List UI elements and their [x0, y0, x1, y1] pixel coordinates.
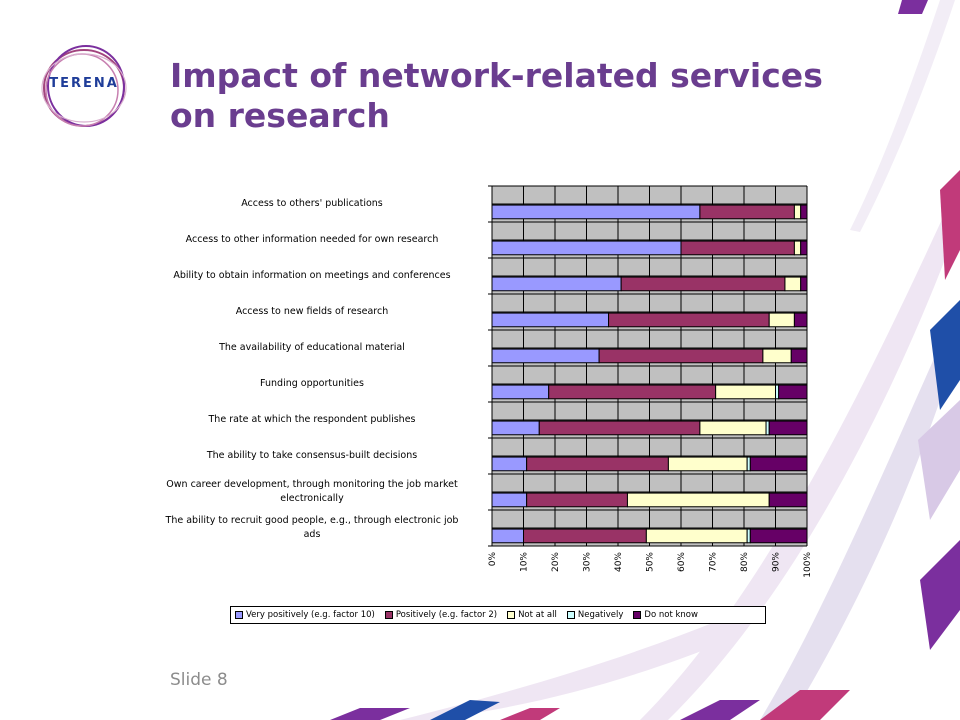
bar-segment [491, 204, 701, 220]
legend-swatch [384, 611, 393, 619]
bar-segment [800, 204, 808, 220]
terena-logo [41, 45, 127, 127]
bar-segment [491, 420, 540, 436]
bar-segment [608, 312, 770, 328]
bar-segment [538, 420, 701, 436]
bar-segment [526, 456, 669, 472]
category-label: The rate at which the respondent publish… [208, 414, 416, 425]
legend-swatch [235, 611, 243, 619]
x-tick-label: 60% [677, 552, 687, 572]
legend-swatch [633, 611, 642, 619]
x-tick-label: 90% [772, 552, 782, 572]
bar-segment [768, 312, 795, 328]
slide-number: Slide 8 [170, 670, 228, 690]
bar-segment [491, 456, 528, 472]
bar-segment [784, 276, 802, 292]
bar-segment [491, 240, 682, 256]
category-label: The availability of educational material [219, 342, 405, 353]
category-label: Access to others' publications [241, 198, 383, 209]
legend-label: Very positively (e.g. factor 10) [246, 610, 375, 620]
x-tick-label: 10% [520, 552, 530, 572]
bar-segment [793, 312, 808, 328]
legend-item: Positively (e.g. factor 2) [384, 610, 498, 620]
bar-segment [790, 348, 808, 364]
bar-segment [768, 420, 808, 436]
bar-segment [699, 420, 767, 436]
legend-label: Not at all [518, 610, 557, 620]
legend-swatch [507, 611, 516, 619]
legend-item: Not at all [507, 610, 557, 620]
legend-item: Do not know [633, 610, 698, 620]
bar-segment [523, 528, 647, 544]
legend-label: Positively (e.g. factor 2) [395, 610, 498, 620]
x-tick-label: 20% [551, 552, 561, 572]
bar-segment [626, 492, 770, 508]
bar-segment [491, 276, 622, 292]
bar-segment [491, 348, 600, 364]
bar-segment [715, 384, 777, 400]
bar-segment [620, 276, 786, 292]
category-label: Funding opportunities [260, 378, 364, 389]
bar-segment [667, 456, 748, 472]
x-tick-label: 0% [488, 552, 498, 567]
chart-legend: Very positively (e.g. factor 10) Positive… [230, 606, 766, 624]
bar-segment [800, 240, 808, 256]
category-label: The ability to recruit good people, e.g.… [165, 515, 459, 540]
x-tick-label: 70% [709, 552, 719, 572]
category-label: Ability to obtain information on meeting… [173, 270, 451, 281]
slide-title: Impact of network-related services on re… [170, 56, 890, 136]
bar-segment [598, 348, 764, 364]
legend-label: Negatively [577, 610, 624, 620]
category-label: Access to other information needed for o… [185, 234, 439, 245]
legend-label: Do not know [644, 610, 698, 620]
slide-title-line-1: Impact of network-related services [170, 56, 823, 95]
x-tick-label: 30% [583, 552, 593, 572]
bar-segment [762, 348, 792, 364]
logo-wordmark: TERENA [49, 76, 119, 91]
bar-segment [645, 528, 748, 544]
legend-item: Negatively [566, 610, 624, 620]
bar-segment [768, 492, 808, 508]
x-tick-label: 80% [740, 552, 750, 572]
bar-segment [793, 240, 802, 256]
bar-segment [749, 528, 808, 544]
bar-segment [526, 492, 628, 508]
bar-segment [680, 240, 795, 256]
bar-segment [778, 384, 808, 400]
bar-segment [800, 276, 808, 292]
category-label: The ability to take consensus-built deci… [206, 450, 418, 461]
x-tick-label: 40% [614, 552, 624, 572]
bar-segment [699, 204, 795, 220]
bar-segment [491, 384, 550, 400]
bar-segment [793, 204, 802, 220]
bar-segment [749, 456, 808, 472]
bar-segment [491, 312, 610, 328]
x-tick-label: 50% [646, 552, 656, 572]
category-label: Access to new fields of research [235, 306, 389, 317]
category-label: Own career development, through monitori… [166, 479, 458, 504]
bar-segment [491, 492, 528, 508]
x-tick-label: 100% [803, 552, 813, 578]
legend-item: Very positively (e.g. factor 10) [235, 610, 375, 620]
bar-segment [491, 528, 524, 544]
slide-title-line-2: on research [170, 96, 390, 135]
legend-swatch [566, 611, 575, 619]
bar-segment [548, 384, 717, 400]
